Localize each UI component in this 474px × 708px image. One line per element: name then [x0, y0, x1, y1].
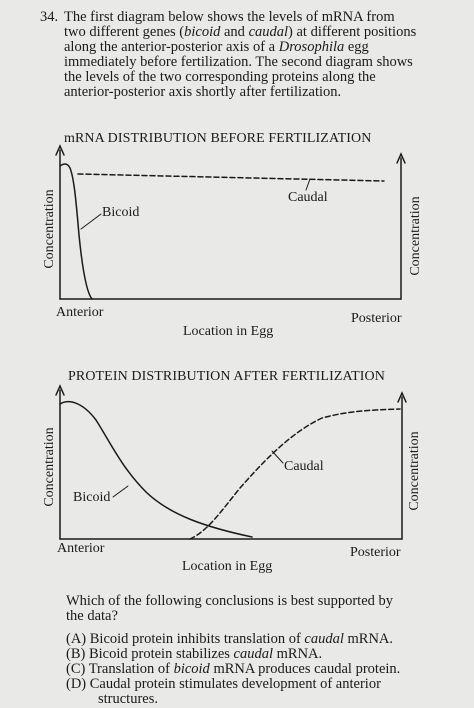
prompt-line: the data?: [66, 608, 118, 624]
diagram2-posterior-label: Posterior: [350, 545, 401, 560]
diagram1-anterior-label: Anterior: [56, 305, 104, 320]
diagram2-caudal-pointer: [271, 450, 284, 464]
diagram2-caudal-curve: [189, 408, 401, 540]
choice-c[interactable]: (C) Translation of bicoid mRNA produces …: [66, 661, 401, 677]
diagram2-title: PROTEIN DISTRIBUTION AFTER FERTILIZATION: [68, 369, 385, 384]
diagram2-axes: [55, 384, 407, 540]
diagram1-bicoid-pointer: [80, 213, 102, 230]
choice-letter: (D): [66, 676, 87, 692]
diagram1-x-label: Location in Egg: [183, 324, 274, 339]
diagram1-caudal-pointer: [305, 178, 311, 191]
intro-line: two different genes (bicoid and caudal) …: [64, 24, 417, 40]
diagram1-axes: [55, 144, 406, 300]
diagram1-caudal-label: Caudal: [288, 190, 328, 205]
diagram2-caudal-label: Caudal: [284, 459, 324, 474]
choice-a[interactable]: (A) Bicoid protein inhibits translation …: [66, 631, 394, 647]
diagram1-posterior-label: Posterior: [351, 311, 402, 326]
diagram2-bicoid-pointer: [112, 485, 129, 498]
intro-line: along the anterior-posterior axis of a D…: [64, 39, 369, 55]
prompt-line: Which of the following conclusions is be…: [66, 593, 394, 609]
diagram2-bicoid-curve: [59, 400, 253, 538]
choice-d-continuation: structures.: [98, 691, 158, 707]
intro-line: the levels of the two corresponding prot…: [64, 69, 376, 85]
choice-letter: (A): [66, 631, 87, 647]
intro-line: The first diagram below shows the levels…: [64, 9, 395, 25]
diagram1-caudal-line: [77, 173, 385, 182]
diagram1-bicoid-curve: [59, 163, 93, 300]
choice-letter: (B): [66, 646, 86, 662]
choice-d-text: Caudal protein stimulates development of…: [89, 676, 381, 692]
intro-line: anterior-posterior axis shortly after fe…: [64, 84, 342, 100]
choice-b[interactable]: (B) Bicoid protein stabilizes caudal mRN…: [66, 646, 323, 662]
question-number: 34.: [40, 9, 59, 25]
diagram1-title: mRNA DISTRIBUTION BEFORE FERTILIZATION: [64, 131, 372, 146]
diagram2-anterior-label: Anterior: [57, 541, 105, 556]
diagram2-x-label: Location in Egg: [182, 559, 273, 574]
choice-letter: (C): [66, 661, 86, 677]
intro-line: immediately before fertilization. The se…: [64, 54, 413, 70]
choice-d[interactable]: (D) Caudal protein stimulates developmen…: [66, 677, 381, 692]
diagram1-bicoid-label: Bicoid: [102, 205, 140, 220]
diagram2-bicoid-label: Bicoid: [73, 490, 111, 505]
